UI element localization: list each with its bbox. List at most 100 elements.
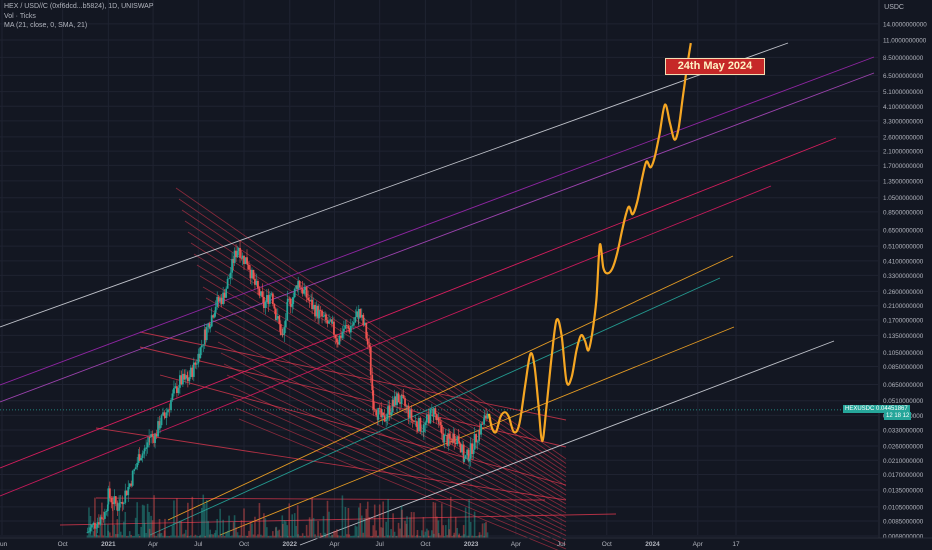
symbol-price-tag: HEXUSDC 0.04451867 — [843, 405, 910, 413]
y-tick-label: 0.0650000000 — [883, 382, 924, 389]
volume-bar — [164, 518, 166, 538]
volume-bar — [246, 535, 249, 538]
candle-body — [205, 327, 208, 341]
candle-body — [457, 436, 460, 442]
volume-bar — [105, 535, 108, 538]
volume-bar — [413, 512, 415, 538]
candle-body — [199, 347, 202, 359]
candle-body — [143, 451, 146, 454]
candle-body — [127, 486, 130, 496]
volume-bar — [483, 535, 485, 538]
candle-body — [122, 502, 125, 505]
candle-body — [473, 434, 476, 450]
candle-body — [372, 390, 375, 410]
currency-unit-label: USDC — [884, 4, 904, 11]
candle-body — [116, 510, 119, 512]
target-date-annotation[interactable]: 24th May 2024 — [665, 58, 765, 75]
candle-body — [95, 527, 98, 529]
volume-bar — [127, 535, 130, 538]
x-tick-label: Apr — [511, 541, 522, 548]
volume-bar — [475, 535, 477, 538]
candle-body — [137, 454, 140, 463]
candle-body — [181, 373, 184, 385]
candle-body — [174, 386, 177, 389]
volume-bar — [372, 525, 375, 538]
volume-bar — [191, 496, 194, 538]
channel-line — [167, 255, 734, 521]
fan-line — [214, 330, 567, 518]
candle-body — [86, 532, 89, 534]
volume-bar — [143, 505, 145, 538]
candle-body — [347, 325, 350, 329]
volume-bar — [485, 521, 487, 538]
volume-bar — [410, 511, 413, 538]
x-tick-label: Oct — [420, 541, 430, 548]
volume-bar — [380, 527, 382, 538]
volume-bar — [200, 507, 203, 538]
candle-body — [311, 299, 313, 310]
volume-bar — [204, 535, 207, 538]
y-tick-label: 2.1000000000 — [883, 149, 924, 156]
y-tick-label: 0.0170000000 — [883, 472, 924, 479]
volume-bar — [193, 535, 195, 538]
volume-bar — [467, 535, 470, 538]
volume-bar — [94, 497, 96, 538]
volume-bar — [198, 536, 201, 538]
volume-bar — [168, 535, 171, 538]
candle-body — [483, 418, 485, 425]
volume-bar — [338, 535, 341, 538]
candle-body — [167, 409, 169, 413]
candle-body — [322, 316, 325, 317]
volume-bar — [366, 501, 369, 538]
candle-body — [448, 433, 451, 439]
countdown-tag: 12 18 12 — [884, 412, 912, 420]
candle-body — [262, 296, 265, 309]
candle-body — [486, 413, 489, 419]
candle-body — [226, 278, 229, 289]
candle-body — [214, 306, 217, 313]
candle-body — [305, 287, 308, 298]
volume-bar — [419, 535, 422, 538]
volume-bar — [171, 525, 174, 538]
volume-bar — [98, 535, 100, 538]
candle-body — [368, 344, 371, 348]
channel-line — [0, 56, 875, 386]
volume-bar — [275, 527, 277, 538]
candle-body — [204, 329, 207, 341]
candle-body — [273, 304, 276, 309]
candle-body — [366, 338, 369, 345]
volume-bar — [457, 535, 460, 538]
candle-body — [179, 375, 181, 388]
candle-body — [100, 517, 103, 519]
volume-bar — [160, 532, 163, 538]
volume-bar — [463, 534, 465, 538]
volume-bar — [86, 535, 89, 538]
volume-bar — [383, 535, 386, 538]
volume-bar — [113, 524, 116, 538]
channel-line — [149, 277, 721, 536]
volume-bar — [441, 503, 443, 538]
candle-body — [352, 322, 355, 326]
volume-bar — [456, 528, 459, 538]
candle-body — [427, 414, 430, 416]
volume-bar — [442, 525, 445, 538]
volume-bar — [109, 532, 111, 538]
volume-bar — [157, 533, 159, 538]
candle-body — [443, 435, 446, 443]
volume-bar — [255, 535, 258, 538]
volume-bar — [357, 535, 360, 538]
candle-body — [143, 448, 146, 452]
candle-body — [478, 429, 480, 442]
price-axis[interactable]: 14.0000000000 11.0000000000 8.5000000000 6.… — [878, 0, 927, 540]
volume-bar — [95, 535, 98, 538]
candle-body — [208, 323, 211, 329]
volume-bar — [322, 516, 325, 538]
candle-body — [223, 292, 226, 298]
volume-bar — [243, 508, 245, 538]
volume-bar — [458, 533, 460, 538]
volume-bar — [115, 534, 117, 538]
candle-body — [131, 470, 134, 486]
time-axis[interactable]: Jun Oct 2021 Apr Jul Oct 2022 Apr Jul Oct 2023 Apr J… — [0, 537, 932, 548]
volume-bar — [229, 535, 232, 538]
